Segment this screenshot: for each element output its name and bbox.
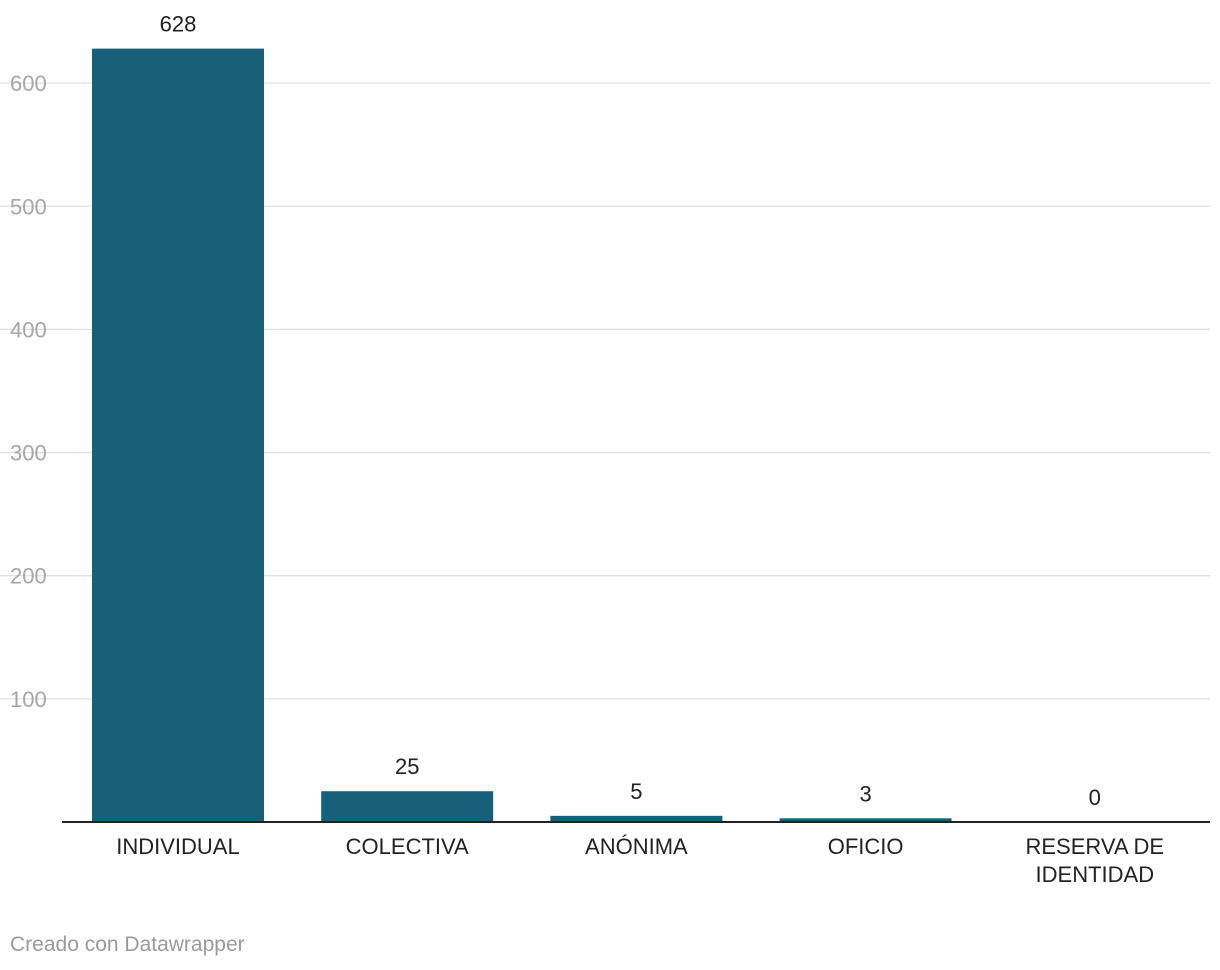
bar-value-label: 0	[1089, 785, 1101, 810]
category-label: OFICIO	[828, 834, 904, 859]
bar	[92, 48, 264, 823]
category-label: INDIVIDUAL	[116, 834, 239, 859]
bar-value-label: 628	[160, 12, 197, 37]
y-tick-label: 400	[10, 317, 47, 342]
value-labels: 628 25 5 3 0	[160, 12, 1101, 810]
y-tick-label: 500	[10, 194, 47, 219]
credit-footer: Creado con Datawrapper	[10, 933, 245, 956]
category-label: RESERVA DE IDENTIDAD	[1026, 834, 1165, 887]
bar-value-label: 5	[630, 779, 642, 804]
x-axis: INDIVIDUAL COLECTIVA ANÓNIMA OFICIO RESERVA …	[62, 821, 1210, 887]
bar-value-label: 25	[395, 754, 419, 779]
category-label: COLECTIVA	[346, 834, 469, 859]
category-label: ANÓNIMA	[585, 834, 688, 859]
y-axis: 100 200 300 400 500 600	[10, 71, 47, 712]
bars	[92, 48, 952, 823]
bar	[779, 818, 952, 822]
y-tick-label: 200	[10, 564, 47, 589]
bar-value-label: 3	[859, 781, 871, 806]
y-tick-label: 100	[10, 687, 47, 712]
y-tick-label: 300	[10, 441, 47, 466]
bar	[321, 791, 494, 822]
y-tick-label: 600	[10, 71, 47, 96]
bar	[550, 815, 723, 822]
